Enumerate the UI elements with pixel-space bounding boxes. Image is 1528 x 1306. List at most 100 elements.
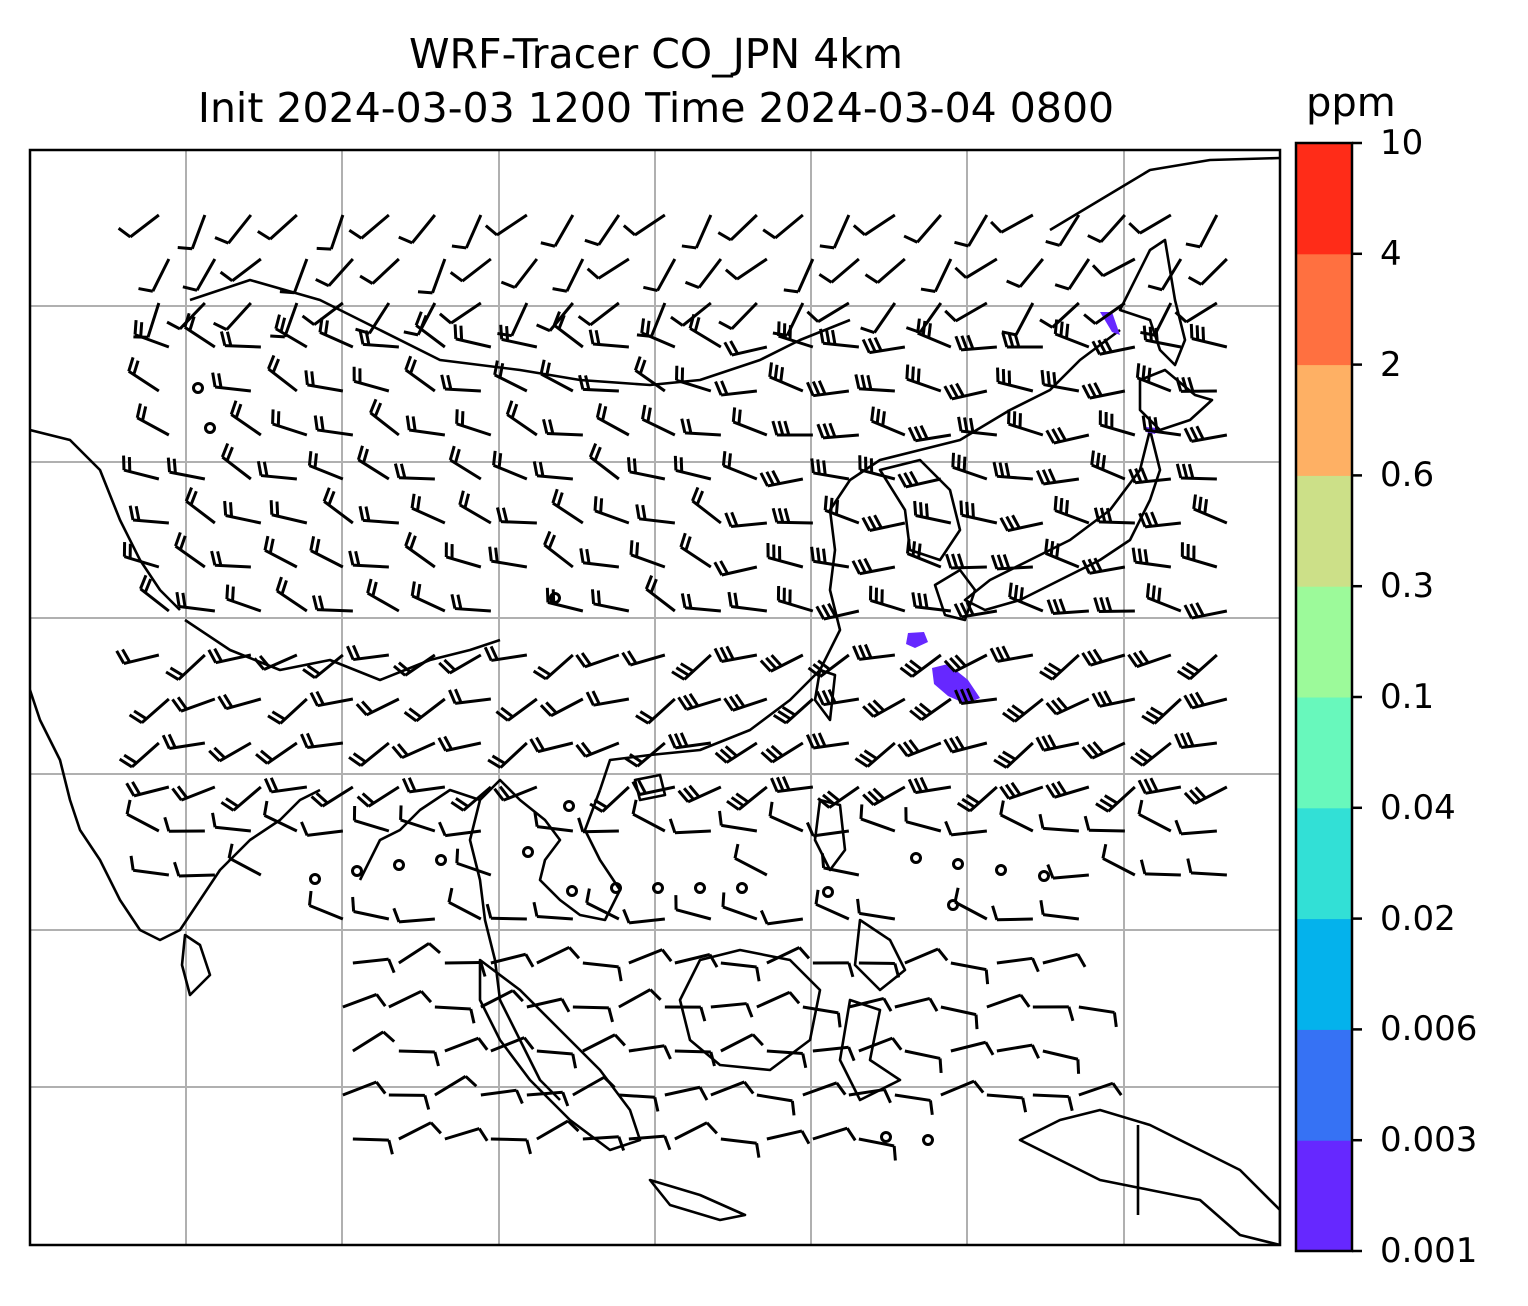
colorbar-tick-label: 0.02 [1380, 898, 1456, 939]
wind-barb [1078, 1005, 1118, 1028]
wind-barb [771, 507, 813, 525]
wind-barb [858, 1137, 897, 1161]
wind-barb [542, 418, 583, 437]
wind-barb [575, 652, 620, 669]
wind-barb [500, 258, 539, 289]
wind-barb [414, 311, 446, 349]
wind-barb [1032, 1093, 1074, 1112]
wind-barb [814, 889, 850, 921]
wind-barb [986, 1093, 1028, 1113]
wind-barb [916, 318, 952, 349]
wind-barb [674, 895, 712, 921]
wind-barb [1035, 468, 1080, 486]
wind-barbs [115, 213, 1228, 1161]
wind-barb [256, 213, 298, 241]
wind-barb [1081, 382, 1126, 400]
wind-barb [945, 553, 987, 570]
wind-barb [816, 422, 859, 440]
wind-calm [192, 382, 204, 394]
wind-barb [269, 500, 308, 525]
wind-barb [211, 812, 252, 833]
wind-barb [907, 424, 952, 443]
wind-barb [526, 1090, 570, 1107]
coastline-kyushu [933, 568, 977, 622]
wind-barb [207, 647, 252, 665]
wind-barb [823, 495, 860, 525]
wind-barb [713, 560, 758, 577]
wind-barb [485, 903, 527, 921]
coastline-russia-east [1049, 156, 1280, 232]
wind-barb [495, 697, 538, 722]
map-subtitle: Init 2024-03-03 1200 Time 2024-03-04 080… [197, 84, 1115, 132]
wind-barb [1127, 649, 1172, 669]
wind-barb [545, 587, 584, 613]
wind-barb [133, 320, 170, 349]
wind-barb [171, 785, 216, 802]
coastline-mindanao [853, 918, 907, 992]
wind-barb [355, 697, 400, 717]
wind-barb [721, 892, 758, 921]
wind-barb [1042, 1049, 1081, 1074]
wind-barb [227, 843, 262, 877]
wind-barb [398, 1121, 442, 1141]
wind-barb [622, 213, 666, 237]
wind-barb [1192, 494, 1228, 525]
colorbar-segment [1296, 918, 1352, 1030]
wind-calm [910, 852, 922, 864]
wind-barb [674, 1121, 718, 1141]
wind-barb [631, 799, 666, 833]
wind-barb [954, 214, 989, 248]
wind-barb [388, 989, 433, 1009]
wind-barb [352, 366, 390, 393]
wind-barb [590, 589, 630, 613]
wind-barb [177, 214, 207, 251]
wind-barb [1053, 495, 1090, 525]
wind-barb [219, 331, 261, 349]
wind-barb [944, 820, 988, 837]
wind-barb [369, 398, 400, 437]
wind-barb [301, 301, 344, 326]
wind-barb [852, 643, 896, 661]
colorbar-tick-label: 0.001 [1380, 1231, 1478, 1271]
wind-barb [951, 452, 988, 481]
coastline-honshu [963, 428, 1162, 612]
wind-barb [953, 887, 988, 921]
wind-barb [720, 961, 761, 982]
wind-barb [444, 961, 487, 977]
wind-barb [211, 372, 252, 393]
wind-barb [723, 693, 768, 712]
wind-barb [624, 741, 666, 768]
wind-barb [688, 313, 722, 349]
wind-barb [532, 901, 573, 921]
wind-barb [723, 340, 768, 357]
wind-barb [957, 416, 998, 437]
wind-barb [848, 996, 893, 1012]
wind-barb [219, 257, 262, 283]
map-frame [28, 148, 1282, 1247]
wind-barb [644, 574, 676, 613]
wind-barb [212, 301, 252, 331]
wind-barb [480, 1088, 524, 1105]
wind-barb [1039, 301, 1080, 329]
wind-calm [204, 422, 216, 434]
wind-calm [922, 1134, 934, 1146]
wind-barb [393, 463, 435, 481]
wind-barb [1001, 697, 1044, 723]
colorbar-tick-label: 4 [1380, 233, 1402, 274]
wind-barb [220, 442, 252, 481]
wind-barb [667, 732, 712, 750]
colorbar-tick-label: 0.1 [1380, 677, 1435, 717]
wind-barb [858, 1036, 903, 1053]
tracer-patch [932, 664, 980, 704]
wind-barb [684, 258, 723, 290]
wind-barb [940, 1005, 979, 1030]
wind-barb [315, 257, 354, 288]
wind-barb [1042, 952, 1087, 968]
wind-barb [535, 302, 575, 333]
wind-barb [483, 645, 528, 662]
wind-barb [577, 301, 620, 327]
wind-barb [990, 554, 1033, 571]
wind-barb [263, 535, 298, 569]
coastline-myanmar [358, 788, 481, 881]
tracer-patch [906, 632, 928, 648]
